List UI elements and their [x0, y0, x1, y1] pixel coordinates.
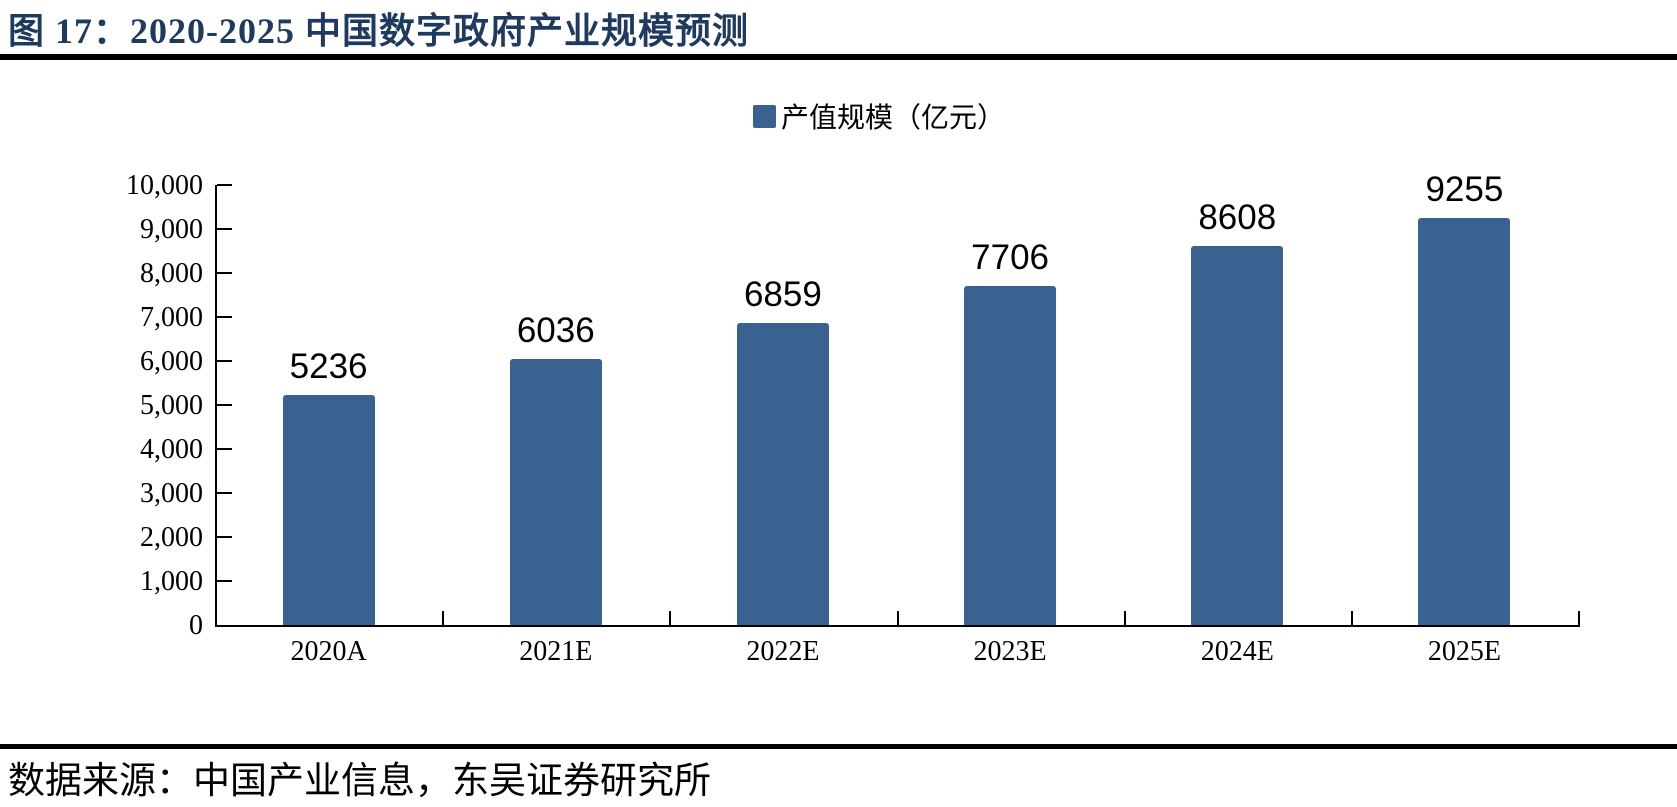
x-axis-tick — [1578, 611, 1580, 625]
y-axis-tick — [217, 228, 232, 230]
x-axis-category-label: 2021E — [519, 636, 593, 667]
x-axis-category-label: 2023E — [973, 636, 1047, 667]
y-axis-tick-label: 9,000 — [140, 214, 203, 245]
x-axis-tick — [1350, 611, 1353, 625]
bar — [964, 285, 1057, 627]
legend-series-marker-icon — [753, 104, 776, 128]
y-axis-line — [215, 185, 217, 627]
figure-title: 图 17：2020-2025 中国数字政府产业规模预测 — [8, 11, 749, 51]
x-axis-tick — [1123, 611, 1126, 625]
y-axis-tick — [217, 448, 232, 450]
y-axis-tick-label: 1,000 — [140, 566, 203, 597]
y-axis-tick — [217, 360, 232, 362]
y-axis-tick-label: 4,000 — [140, 434, 203, 465]
y-axis-tick — [217, 580, 232, 582]
legend-series-label: 产值规模（亿元） — [781, 103, 1006, 134]
bar-value-label: 9255 — [1425, 169, 1504, 209]
data-source-note: 数据来源：中国产业信息，东吴证券研究所 — [8, 761, 711, 802]
source-divider-rule — [0, 744, 1677, 749]
y-axis-tick — [217, 184, 232, 186]
bar — [1418, 217, 1511, 627]
x-axis-category-label: 2020A — [290, 636, 367, 667]
y-axis-tick-label: 6,000 — [140, 346, 203, 377]
y-axis-tick-label: 7,000 — [140, 302, 203, 333]
x-axis-category-label: 2024E — [1200, 636, 1274, 667]
title-divider-rule — [0, 54, 1677, 60]
bar-value-label: 6859 — [743, 275, 822, 315]
x-axis-tick — [669, 611, 672, 625]
bar — [282, 394, 375, 627]
bar-value-label: 6036 — [516, 311, 595, 351]
y-axis-tick-label: 2,000 — [140, 522, 203, 553]
y-axis-tick-label: 3,000 — [140, 478, 203, 509]
bar-value-label: 5236 — [289, 346, 368, 386]
bar-value-label: 7706 — [971, 237, 1050, 277]
y-axis-tick — [217, 492, 232, 494]
y-axis-tick — [217, 316, 232, 318]
x-axis-category-label: 2025E — [1427, 636, 1501, 667]
bar-chart-plot: 0 1,000 2,000 3,000 4,000 5,000 6,000 7,000 8,00… — [126, 169, 1580, 667]
y-axis-tick-label: 8,000 — [140, 258, 203, 289]
x-axis-tick — [896, 611, 899, 625]
bar — [736, 323, 829, 627]
x-axis-tick — [442, 611, 445, 625]
y-axis-tick-label: 5,000 — [140, 390, 203, 421]
bar — [1191, 246, 1284, 627]
x-axis-line — [215, 625, 1580, 627]
bar — [509, 359, 602, 627]
chart-legend: 产值规模（亿元） — [753, 96, 1005, 136]
x-axis-category-label: 2022E — [746, 636, 820, 667]
y-axis-tick-label: 0 — [189, 610, 203, 641]
y-axis-tick — [217, 536, 232, 538]
bar-value-label: 8608 — [1198, 198, 1277, 238]
y-axis-tick-label: 10,000 — [126, 170, 203, 201]
y-axis-tick — [217, 272, 232, 274]
y-axis-tick — [217, 404, 232, 406]
